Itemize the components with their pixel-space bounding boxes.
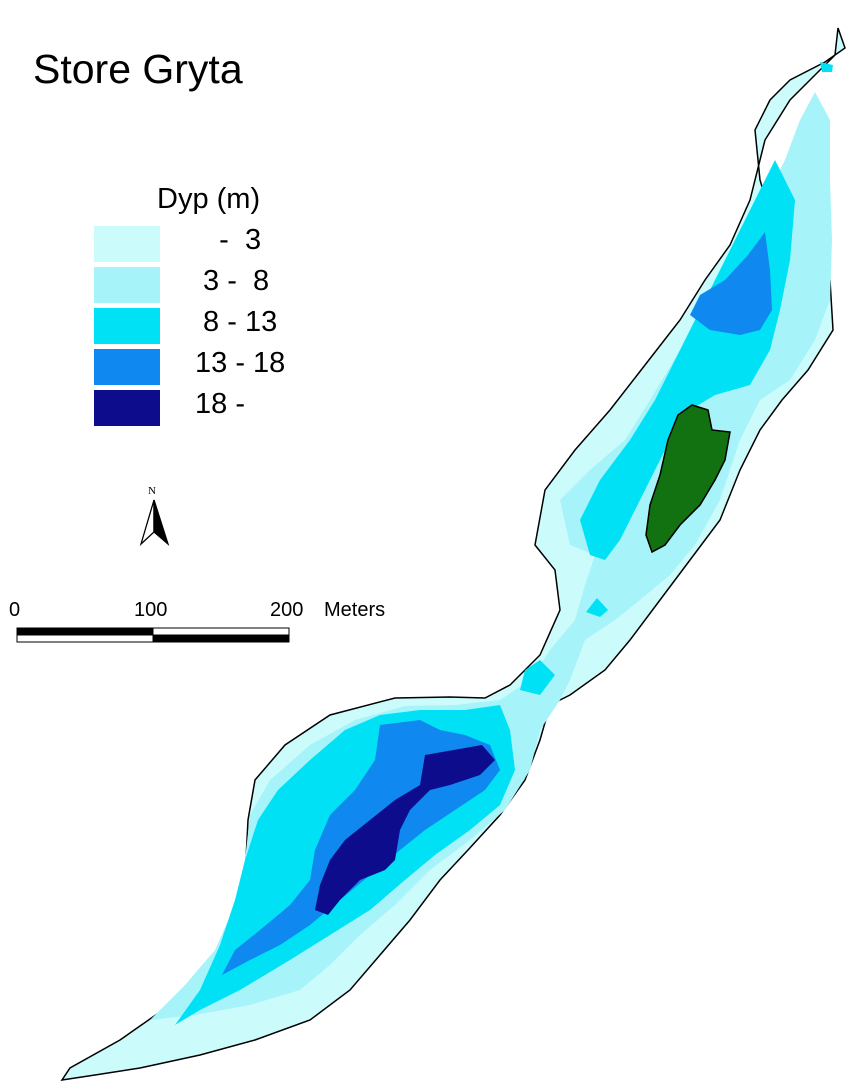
depth-zone-8-13 xyxy=(175,62,833,1025)
legend-label: 18 - xyxy=(195,388,245,420)
map-title: Store Gryta xyxy=(33,46,243,92)
north-arrow-icon xyxy=(139,499,170,547)
legend-title: Dyp (m) xyxy=(157,183,261,215)
scale-tick-200: 200 xyxy=(270,599,304,621)
depth-zone-18-plus xyxy=(315,745,495,915)
legend-label: - 3 xyxy=(195,224,262,256)
scale-tick-0: 0 xyxy=(9,599,21,621)
island xyxy=(645,404,731,554)
legend-label: 8 - 13 xyxy=(195,306,278,338)
legend-swatch xyxy=(94,349,160,385)
legend-label: 13 - 18 xyxy=(195,347,286,379)
north-label: N xyxy=(148,485,156,497)
scale-tick-100: 100 xyxy=(134,599,168,621)
legend-swatch xyxy=(94,390,160,426)
legend-swatch xyxy=(94,226,160,262)
legend-swatch xyxy=(94,308,160,344)
depth-zone-13-18 xyxy=(222,232,772,975)
scale-bar xyxy=(16,627,290,643)
legend-swatch xyxy=(94,267,160,303)
scale-unit: Meters xyxy=(324,599,386,621)
legend-label: 3 - 8 xyxy=(195,265,270,297)
